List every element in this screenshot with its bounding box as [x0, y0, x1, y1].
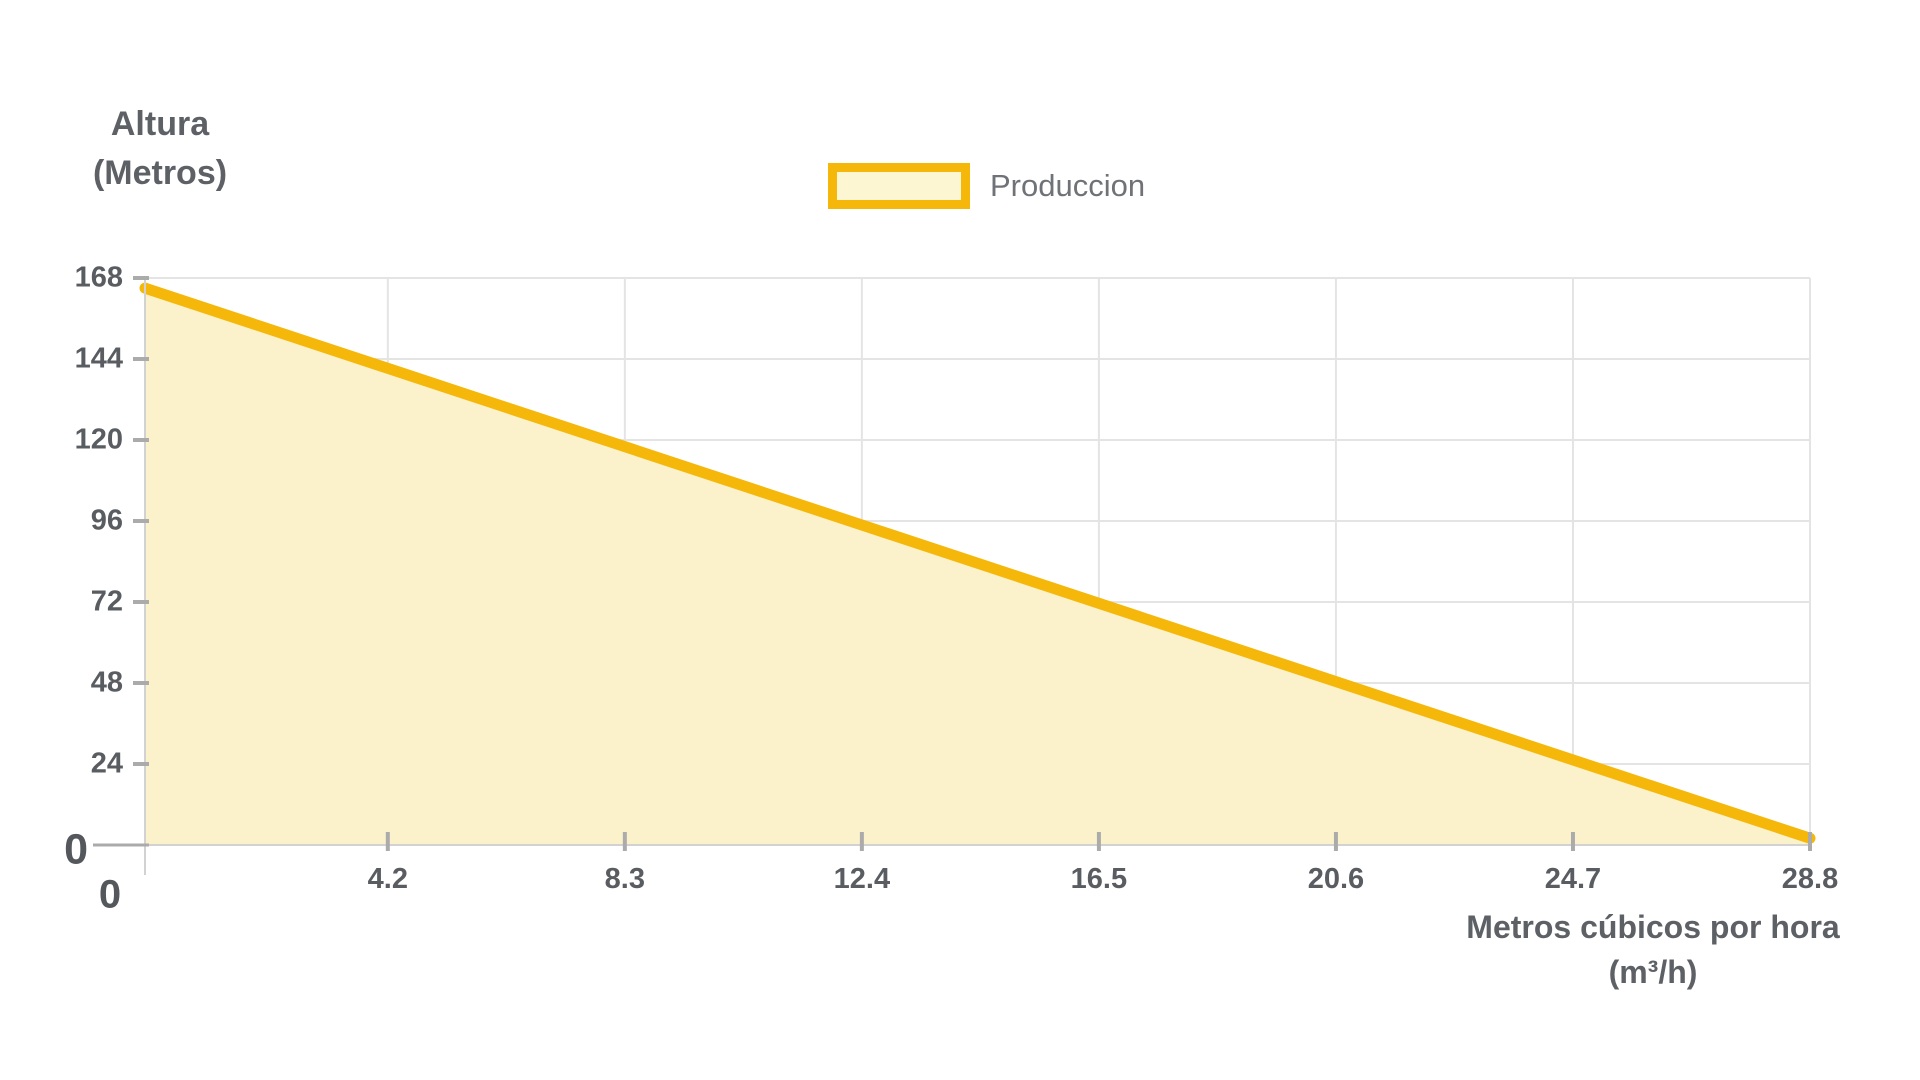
series-layer: [139, 282, 1816, 845]
y-axis-title: Altura (Metros): [93, 100, 227, 198]
y-tick-label: 96: [90, 504, 123, 537]
produccion-line: [139, 282, 1816, 844]
x-tick-label: 16.5: [1070, 863, 1128, 895]
y-tick-label: 24: [90, 747, 123, 780]
legend-label: Produccion: [990, 168, 1146, 203]
x-tick-label: 8.3: [604, 863, 646, 895]
y-tick-label: 168: [74, 261, 123, 294]
y-axis-title-line1: Altura: [110, 105, 210, 143]
y-tick-label: 72: [90, 585, 123, 618]
y-tick-label: 48: [90, 666, 123, 699]
x-axis-title-line2: (m³/h): [1608, 954, 1698, 990]
x-tick-label: 20.6: [1307, 863, 1365, 895]
axis-layer: [93, 276, 1812, 875]
x-tick-label: 12.4: [833, 863, 891, 895]
y-axis-origin-label: 0: [64, 825, 88, 874]
x-tick-label: 24.7: [1544, 863, 1602, 895]
x-axis-title: Metros cúbicos por hora (m³/h): [1466, 905, 1839, 995]
x-tick-label: 28.8: [1781, 863, 1839, 895]
legend: Produccion: [828, 163, 1145, 209]
x-axis-origin-label: 0: [98, 872, 122, 917]
y-tick-label: 120: [74, 423, 123, 456]
legend-swatch-produccion: [828, 163, 970, 209]
y-axis-title-line2: (Metros): [92, 154, 228, 192]
x-axis-title-line1: Metros cúbicos por hora: [1466, 909, 1840, 945]
y-tick-label: 144: [74, 342, 123, 375]
x-tick-label: 4.2: [367, 863, 408, 895]
